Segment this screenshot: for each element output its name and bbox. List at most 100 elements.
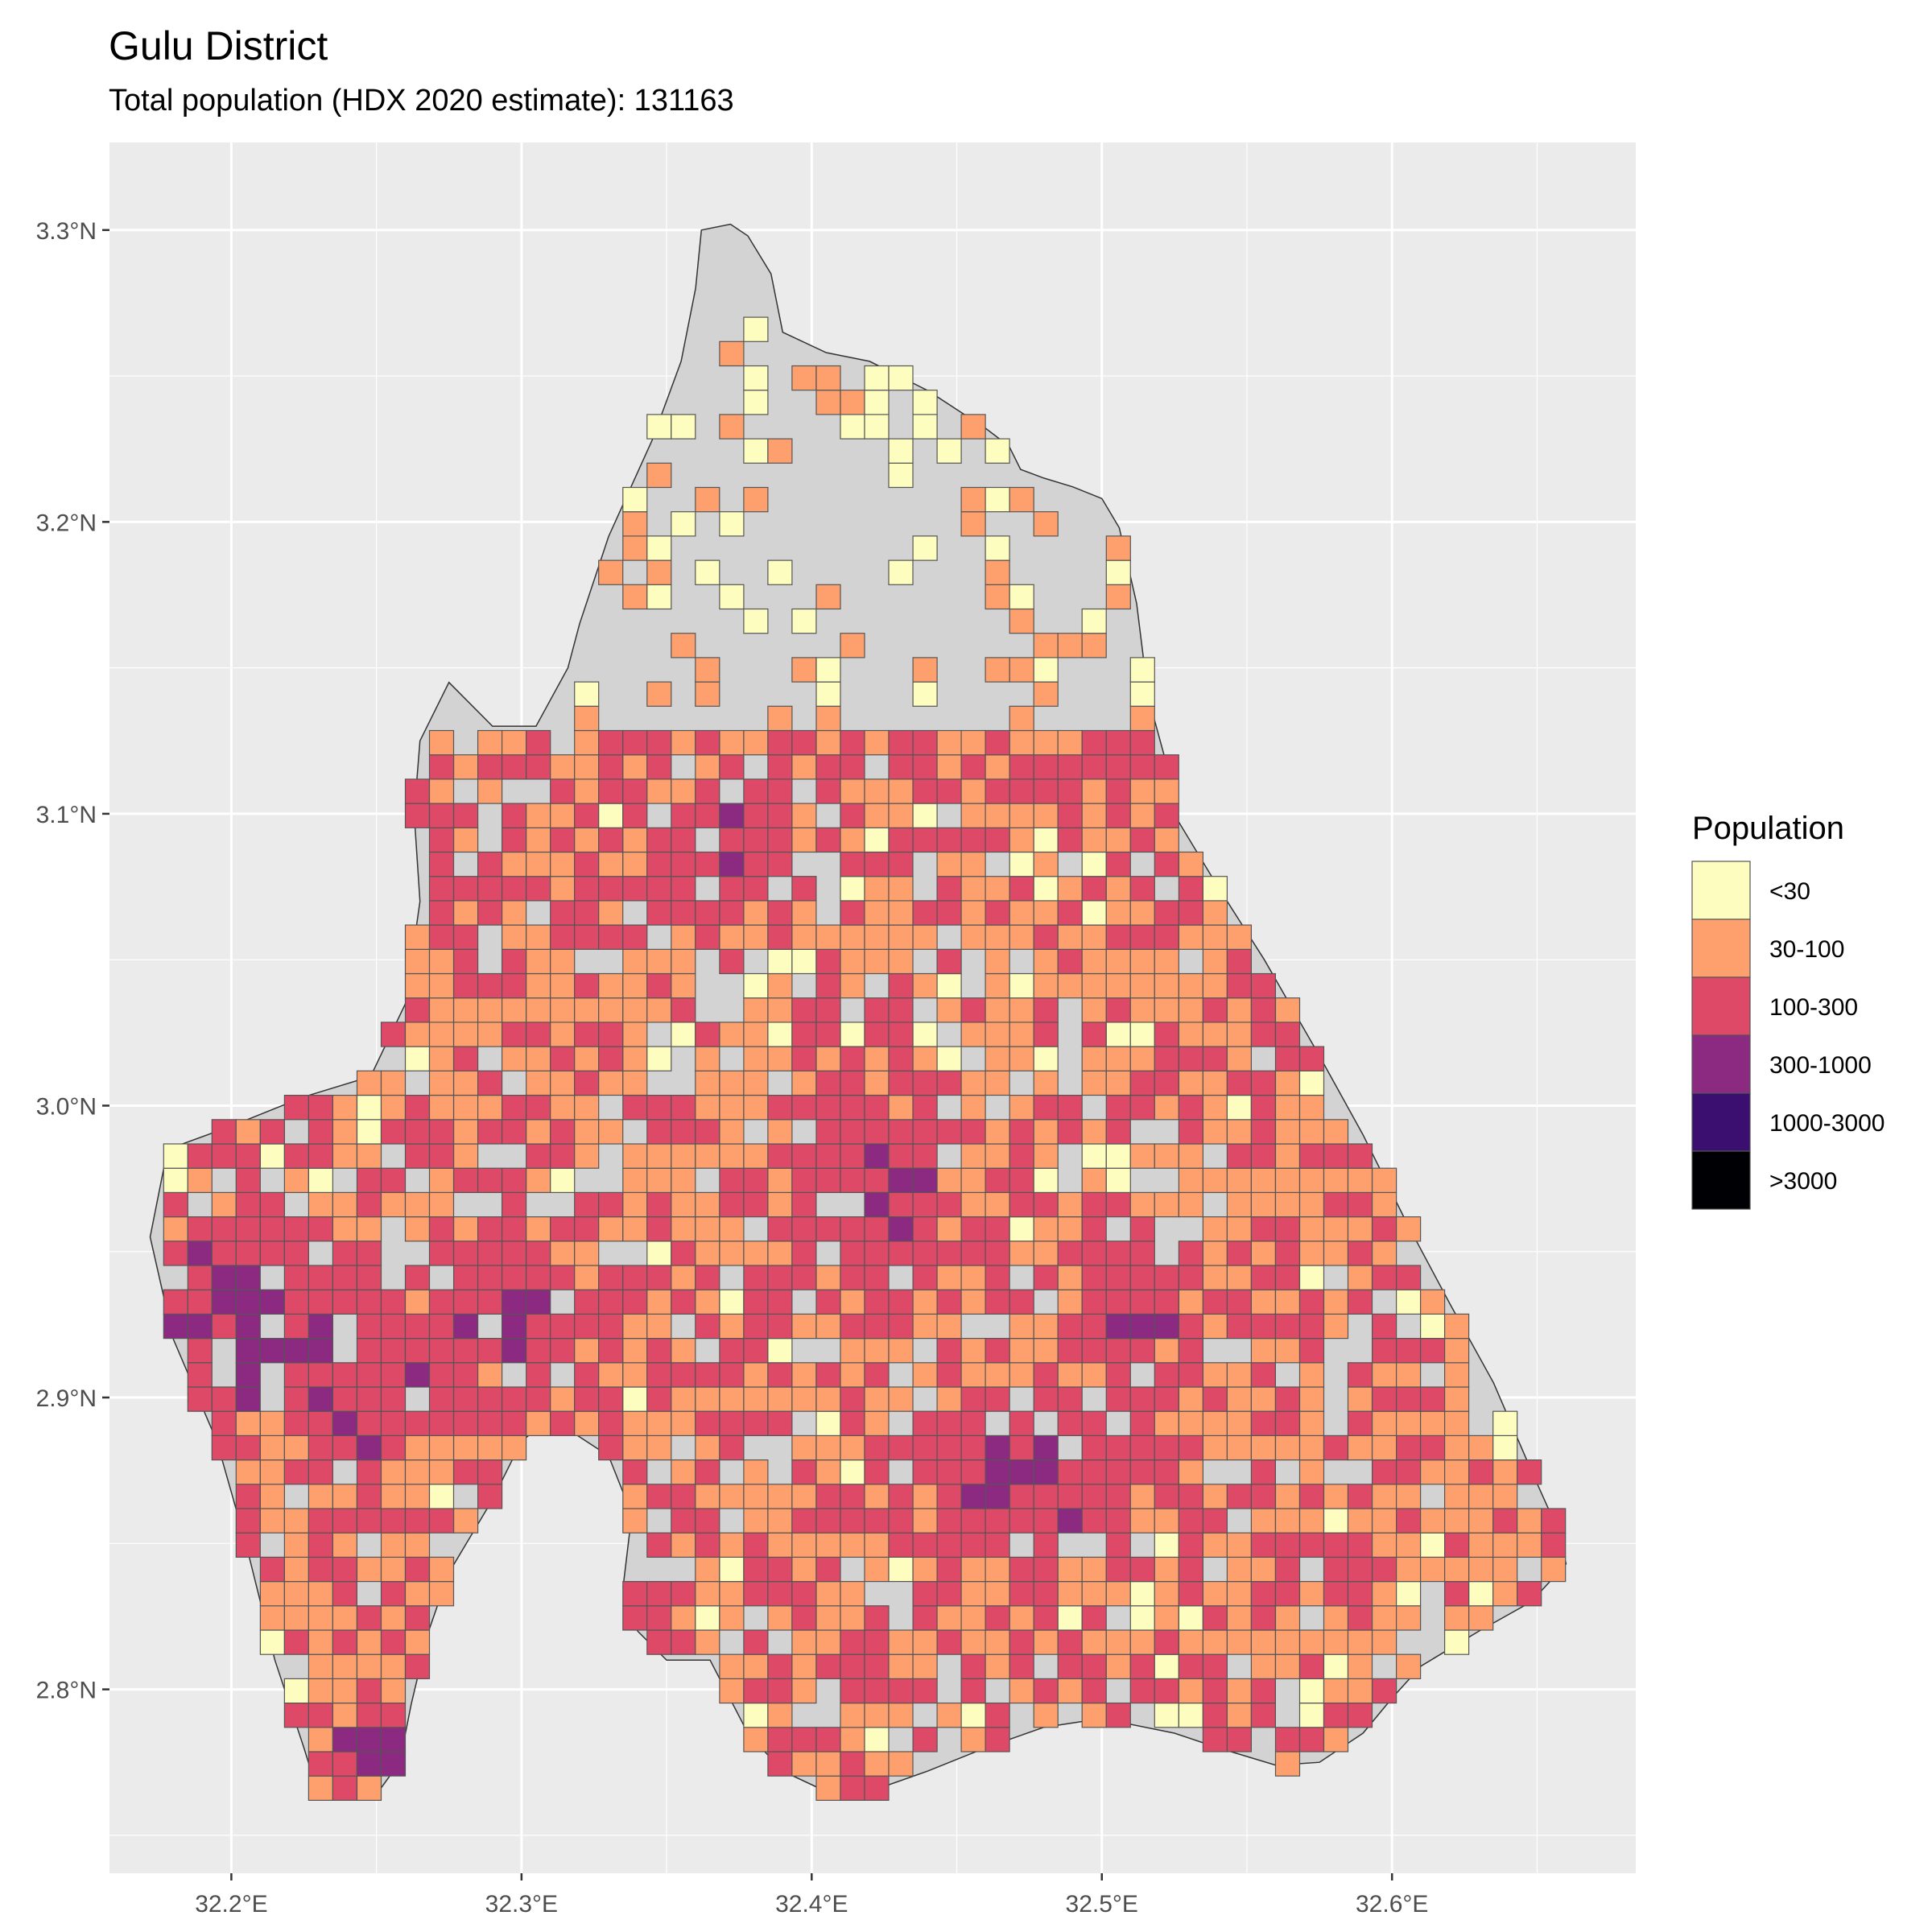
population-cell <box>1202 1629 1228 1655</box>
population-cell <box>864 1216 890 1242</box>
population-cell <box>840 972 865 999</box>
population-cell <box>815 924 841 950</box>
population-cell <box>719 1094 745 1121</box>
population-cell <box>1154 803 1179 828</box>
population-cell <box>526 924 551 950</box>
population-cell <box>526 1070 551 1096</box>
population-cell <box>1105 1653 1131 1679</box>
population-cell <box>1250 1143 1277 1169</box>
population-cell <box>1274 1532 1301 1558</box>
population-cell <box>1274 1337 1301 1364</box>
population-cell <box>985 1143 1010 1169</box>
population-cell <box>526 1362 551 1388</box>
population-cell <box>960 851 986 877</box>
population-cell <box>235 1241 261 1266</box>
population-cell <box>259 1580 285 1607</box>
population-cell <box>936 1556 962 1583</box>
population-cell <box>1202 876 1228 902</box>
population-cell <box>622 1605 648 1631</box>
population-cell <box>1202 1386 1228 1412</box>
population-cell <box>404 1191 431 1218</box>
population-cell <box>1129 876 1155 902</box>
population-cell <box>1468 1484 1494 1509</box>
population-cell <box>1298 1580 1325 1607</box>
population-cell <box>428 1119 455 1145</box>
population-cell <box>767 1653 793 1679</box>
population-cell <box>235 1362 261 1388</box>
population-cell <box>380 1484 407 1509</box>
population-cell <box>719 1532 745 1558</box>
population-cell <box>1298 1337 1325 1364</box>
population-cell <box>452 1265 479 1290</box>
population-cell <box>428 1070 455 1096</box>
population-cell <box>815 1289 841 1315</box>
population-cell <box>1154 948 1179 975</box>
population-cell <box>719 1337 745 1364</box>
population-cell <box>477 997 503 1023</box>
population-cell <box>1009 778 1034 804</box>
population-cell <box>864 924 890 950</box>
population-cell <box>1154 1653 1179 1679</box>
population-cell <box>888 1046 914 1071</box>
population-cell <box>1347 1167 1373 1193</box>
population-cell <box>719 1484 745 1509</box>
population-cell <box>622 948 648 975</box>
population-cell <box>452 948 479 975</box>
population-cell <box>791 1362 817 1388</box>
population-cell <box>815 827 841 853</box>
population-cell <box>1178 1094 1204 1121</box>
population-cell <box>1081 803 1107 828</box>
population-cell <box>1033 778 1059 804</box>
population-cell <box>1105 1143 1131 1169</box>
population-cell <box>912 681 938 707</box>
population-cell <box>1347 1532 1373 1558</box>
population-cell <box>574 754 600 780</box>
population-cell <box>380 1629 407 1655</box>
population-cell <box>888 365 914 391</box>
population-cell <box>719 1362 745 1388</box>
population-cell <box>1226 1022 1253 1047</box>
population-cell <box>1105 1484 1131 1509</box>
population-cell <box>163 1313 188 1340</box>
population-cell <box>985 778 1010 804</box>
population-cell <box>646 1362 672 1388</box>
population-cell <box>1057 1119 1083 1145</box>
population-cell <box>1202 900 1228 926</box>
population-cell <box>1468 1556 1494 1583</box>
population-cell <box>1250 1191 1277 1218</box>
population-cell <box>791 1191 817 1218</box>
population-cell <box>1347 1435 1373 1461</box>
population-cell <box>332 1751 357 1777</box>
population-cell <box>308 1313 333 1340</box>
population-cell <box>283 1410 309 1436</box>
population-cell <box>235 1167 261 1193</box>
population-cell <box>622 972 648 999</box>
population-cell <box>719 1167 745 1193</box>
population-cell <box>888 1191 914 1218</box>
population-cell <box>1081 1337 1107 1364</box>
population-cell <box>864 1751 890 1777</box>
population-cell <box>1226 1094 1253 1121</box>
population-cell <box>912 390 938 415</box>
population-cell <box>743 1313 769 1340</box>
population-cell <box>308 1337 333 1364</box>
population-cell <box>526 827 551 853</box>
population-cell <box>1033 803 1059 828</box>
population-cell <box>671 1119 696 1145</box>
population-cell <box>404 1532 431 1558</box>
population-cell <box>791 827 817 853</box>
population-cell <box>840 1167 865 1193</box>
population-cell <box>404 803 431 828</box>
population-cell <box>960 511 986 537</box>
population-cell <box>404 1459 431 1485</box>
population-cell <box>1226 1605 1253 1631</box>
population-cell <box>646 535 672 561</box>
population-cell <box>840 1508 865 1534</box>
population-cell <box>477 1022 503 1047</box>
population-cell <box>574 1289 600 1315</box>
population-cell <box>1033 1191 1059 1218</box>
population-cell <box>1009 1580 1034 1607</box>
population-cell <box>671 997 696 1023</box>
population-cell <box>960 1605 986 1631</box>
population-cell <box>1492 1484 1518 1509</box>
